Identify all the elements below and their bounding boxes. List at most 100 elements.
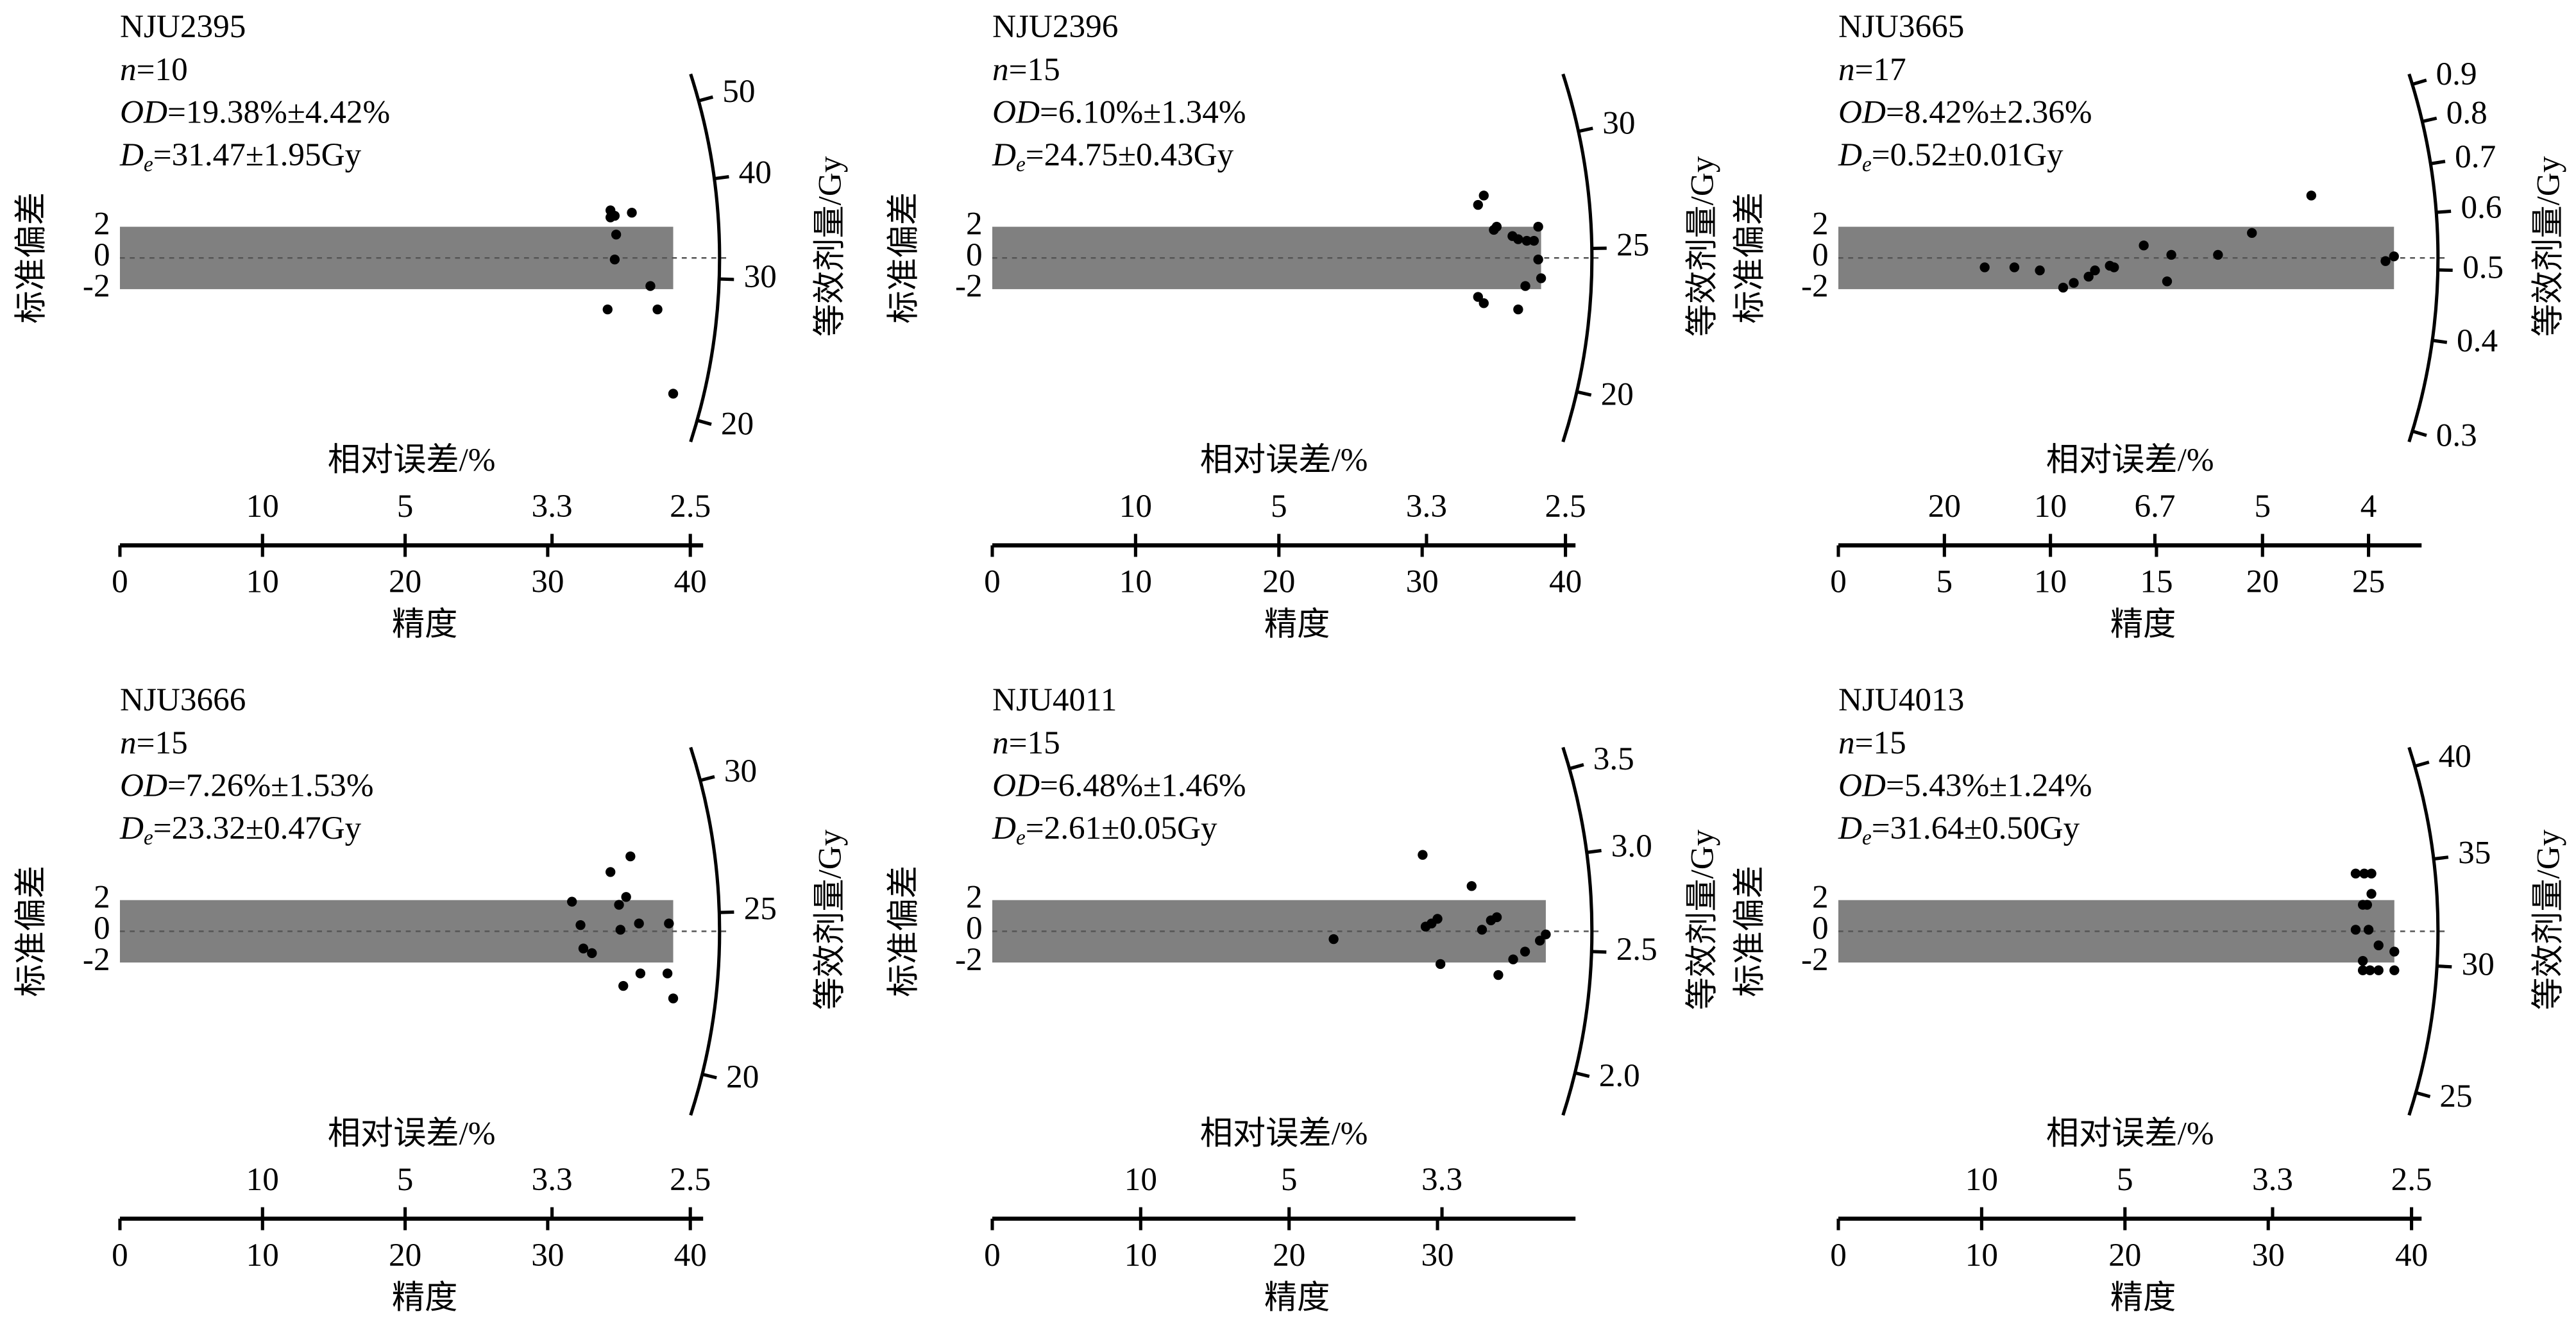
stat-text: =7.26%±1.53% xyxy=(167,767,374,803)
data-point xyxy=(2213,249,2223,260)
data-point xyxy=(2373,940,2384,950)
stat-text: =2.61±0.05Gy xyxy=(1026,810,1217,846)
data-point xyxy=(1521,235,1532,246)
dose-tick-label: 0.3 xyxy=(2436,417,2477,453)
x-tick-label: 30 xyxy=(1406,564,1439,600)
y-tick-label: -2 xyxy=(1801,268,1829,305)
data-point xyxy=(2166,249,2176,260)
data-point xyxy=(652,304,663,315)
stat-symbol: n xyxy=(992,725,1009,761)
dose-tick xyxy=(702,1072,717,1080)
data-point xyxy=(611,230,622,240)
stat-text: =6.48%±1.46% xyxy=(1040,767,1246,803)
y-axis-label: 标准偏差 xyxy=(886,866,922,997)
dose-tick xyxy=(2412,78,2427,87)
stat-symbol: D xyxy=(1838,137,1862,173)
x2-tick-label: 3.3 xyxy=(1421,1161,1462,1198)
dose-tick-label: 20 xyxy=(1601,376,1634,412)
x-tick-label: 0 xyxy=(1830,1237,1847,1273)
x-axis-label: 精度 xyxy=(392,1279,457,1316)
data-point xyxy=(2359,868,2369,879)
stat-subscript: e xyxy=(1862,826,1872,850)
x-tick-label: 40 xyxy=(1549,564,1582,600)
data-point xyxy=(668,389,679,399)
x-tick-label: 30 xyxy=(2252,1237,2285,1273)
dose-axis-label: 等效剂量/Gy xyxy=(2530,829,2566,1010)
dose-tick xyxy=(2430,160,2446,165)
x2-tick-label: 6.7 xyxy=(2134,488,2175,525)
dose-tick xyxy=(714,175,729,181)
x-tick-label: 0 xyxy=(984,564,1001,600)
dose-tick xyxy=(2414,760,2430,768)
dose-tick-label: 25 xyxy=(2439,1078,2472,1114)
data-point xyxy=(1535,936,1545,946)
x-axis-label: 精度 xyxy=(1264,606,1330,643)
data-point xyxy=(2366,889,2377,899)
data-point xyxy=(645,281,656,291)
data-point xyxy=(2306,190,2317,201)
x-tick-label: 20 xyxy=(2246,564,2279,600)
stat-text: =0.52±0.01Gy xyxy=(1872,137,2063,173)
stat-subscript: e xyxy=(144,826,153,850)
data-point xyxy=(1420,921,1431,932)
dose-tick-label: 30 xyxy=(2462,946,2495,982)
data-point xyxy=(2362,900,2373,910)
data-point xyxy=(1493,970,1504,980)
dose-tick-label: 0.9 xyxy=(2436,56,2477,92)
y-tick-label: 0 xyxy=(1812,910,1829,946)
x-tick-label: 20 xyxy=(389,1237,421,1273)
data-point xyxy=(2389,251,2399,262)
x2-tick-label: 10 xyxy=(2034,488,2067,525)
data-point xyxy=(1508,954,1518,964)
y-tick-label: -2 xyxy=(1801,941,1829,978)
x2-tick-label: 20 xyxy=(1928,488,1961,525)
stat-text: =15 xyxy=(1009,725,1060,761)
y-tick-label: -2 xyxy=(955,268,983,305)
dose-tick xyxy=(1586,848,1602,854)
stat-symbol: D xyxy=(1838,810,1862,846)
x2-tick-label: 10 xyxy=(1965,1161,1998,1198)
x-tick-label: 10 xyxy=(2034,564,2067,600)
data-point xyxy=(1533,255,1543,265)
dose-tick-label: 30 xyxy=(744,258,777,295)
data-point xyxy=(2109,262,2119,273)
data-point xyxy=(2247,228,2257,239)
data-point xyxy=(2366,868,2377,879)
data-point xyxy=(566,896,577,907)
dose-tick xyxy=(697,419,712,426)
dose-tick-label: 25 xyxy=(744,891,777,927)
y-tick-label: 2 xyxy=(966,205,983,242)
x-tick-label: 15 xyxy=(2140,564,2173,600)
sample-title: NJU4011 xyxy=(992,682,1117,718)
dose-axis-label: 等效剂量/Gy xyxy=(811,829,848,1010)
dose-tick xyxy=(1576,390,1592,397)
x-tick-label: 20 xyxy=(389,564,421,600)
dose-tick xyxy=(1574,1071,1590,1079)
stat-line: De=31.47±1.95Gy xyxy=(119,137,362,176)
x-tick-label: 10 xyxy=(246,564,279,600)
dose-tick-label: 0.4 xyxy=(2457,323,2498,359)
x2-tick-label: 10 xyxy=(1124,1161,1157,1198)
stat-symbol: D xyxy=(992,137,1016,173)
stat-text: =5.43%±1.24% xyxy=(1886,767,2092,803)
dose-tick-label: 25 xyxy=(1616,227,1649,264)
x2-axis-label: 相对误差/% xyxy=(2046,442,2214,478)
data-point xyxy=(2083,271,2094,282)
dose-tick-label: 20 xyxy=(721,406,754,442)
stat-subscript: e xyxy=(144,152,153,176)
stat-line: De=2.61±0.05Gy xyxy=(992,810,1217,850)
x2-tick-label: 5 xyxy=(397,488,414,525)
stat-subscript: e xyxy=(1016,152,1026,176)
x-tick-label: 10 xyxy=(246,1237,279,1273)
y-tick-label: 0 xyxy=(966,910,983,946)
data-point xyxy=(578,943,589,954)
x2-tick-label: 10 xyxy=(1119,488,1152,525)
stat-text: =19.38%±4.42% xyxy=(167,94,390,130)
data-point xyxy=(1473,199,1483,210)
stat-text: =10 xyxy=(137,51,188,88)
data-point xyxy=(602,304,613,315)
dose-tick-label: 35 xyxy=(2458,835,2491,871)
stat-line: n=15 xyxy=(992,51,1060,88)
stat-line: n=17 xyxy=(1838,51,1906,88)
